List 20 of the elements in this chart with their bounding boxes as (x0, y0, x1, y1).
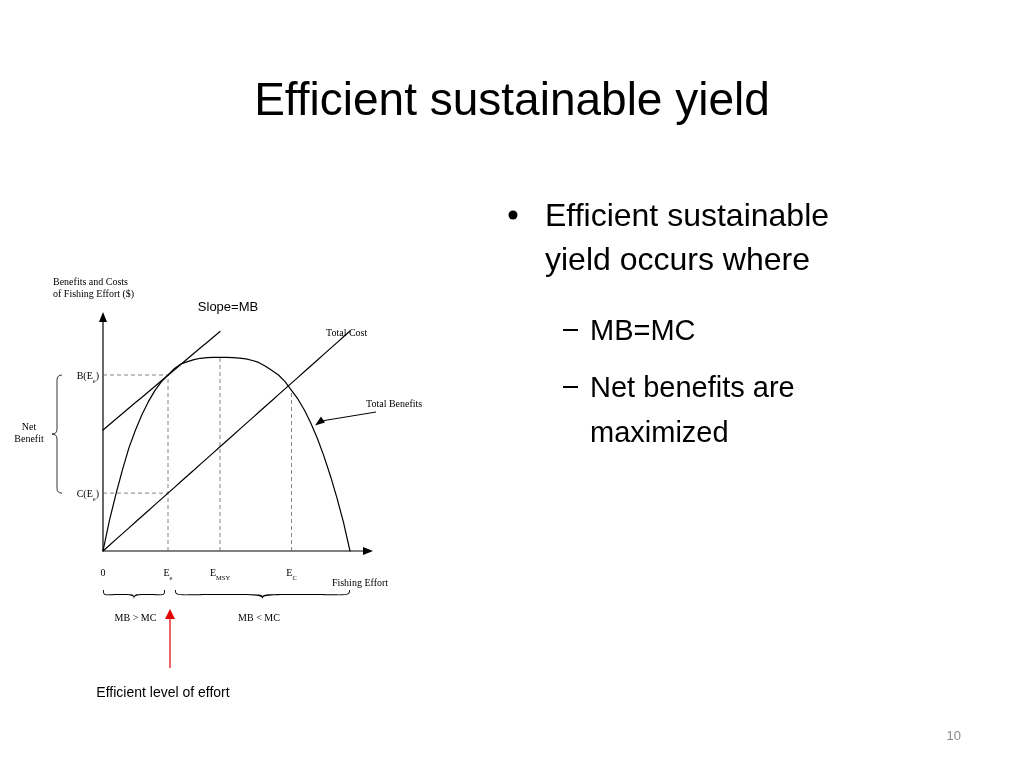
text: MB=MC (590, 314, 696, 346)
ref-line-label: C(E$_{e}$) (76, 488, 99, 502)
text: MB > MC (114, 612, 157, 623)
text: Efficient level of effort (96, 684, 230, 700)
y-axis-title: Benefits and Costs of Fishing Effort ($) (53, 276, 135, 300)
series-label: Total Cost (326, 327, 368, 338)
series-label: Slope=MB (197, 299, 259, 315)
text: Net benefits are maximized (590, 371, 795, 448)
ref-line-label: B(E$_{e}$) (76, 370, 99, 384)
x-tick-label: E$_{C}$ (286, 567, 297, 581)
text: Total Benefits (366, 398, 423, 409)
text: MB < MC (238, 612, 281, 623)
text: Efficient sustainable yield occurs where (545, 197, 830, 277)
x-tick-label: E$_{e}$ (163, 567, 173, 581)
x-tick-label: E$_{MSY}$ (209, 567, 231, 581)
text: 10 (946, 728, 961, 743)
x-tick-label: 0 (100, 567, 106, 578)
text: Efficient sustainable yield (254, 73, 770, 125)
x-axis-title: Fishing Effort (331, 577, 389, 588)
text: Net Benefit (14, 421, 44, 445)
